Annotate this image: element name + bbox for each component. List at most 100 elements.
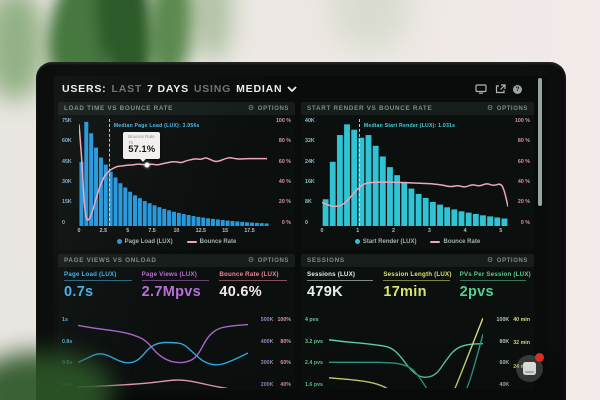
dashboard-grid: LOAD TIME VS BOUNCE RATE ⚙ OPTIONS 75K 60… bbox=[58, 102, 534, 390]
metric-label: Bounce Rate (LUX) bbox=[219, 271, 279, 278]
histogram-bar bbox=[152, 205, 157, 226]
options-button[interactable]: ⚙ OPTIONS bbox=[248, 257, 289, 264]
options-button[interactable]: ⚙ OPTIONS bbox=[248, 105, 289, 112]
histogram-bar bbox=[415, 193, 422, 226]
histogram-bar bbox=[89, 133, 94, 226]
axis-tick: 40% bbox=[280, 381, 291, 388]
axis-tick: 0 bbox=[62, 219, 65, 226]
histogram-bar bbox=[394, 175, 401, 226]
axis-tick: 24K bbox=[305, 158, 315, 165]
histogram-bar bbox=[157, 207, 162, 226]
panel-start-render: START RENDER VS BOUNCE RATE ⚙ OPTIONS 40… bbox=[301, 102, 534, 250]
legend-item[interactable]: Page Load (LUX) bbox=[116, 239, 173, 245]
options-label: OPTIONS bbox=[496, 257, 528, 264]
axis-tick: 40K bbox=[305, 118, 315, 124]
legend-item[interactable]: Bounce Rate bbox=[186, 239, 236, 245]
metrics-row: Page Load (LUX) 0.7s Page Views (LUX) 2.7Mp… bbox=[58, 267, 295, 314]
axis-tick: 5 bbox=[499, 228, 503, 234]
gear-icon: ⚙ bbox=[486, 105, 494, 112]
histogram-bar bbox=[408, 188, 415, 226]
plot-area[interactable] bbox=[78, 318, 248, 388]
axis-tick: 24 min bbox=[513, 363, 530, 370]
legend-label: Bounce Rate bbox=[443, 238, 481, 245]
screenshot-icon bbox=[523, 362, 536, 375]
series-line bbox=[329, 334, 483, 388]
histogram-bar bbox=[240, 221, 245, 226]
metric-divider bbox=[383, 280, 450, 281]
laptop-bezel: USERS: LAST 7 DAYS USING MEDIAN ? bbox=[36, 62, 566, 400]
series-line bbox=[78, 380, 248, 388]
panel-title: LOAD TIME VS BOUNCE RATE bbox=[64, 105, 174, 112]
histogram-bar bbox=[379, 156, 386, 226]
axis-tick: 80% bbox=[280, 338, 291, 345]
scrollbar[interactable] bbox=[538, 78, 542, 206]
y-axis-right: 100K 80K 60K 40K 40 min 32 min 24 min bbox=[483, 317, 530, 388]
histogram-bar bbox=[329, 161, 336, 226]
plot-area[interactable]: Median Start Render (LUX): 1.031s bbox=[322, 119, 508, 226]
dashboard-header: USERS: LAST 7 DAYS USING MEDIAN ? bbox=[54, 76, 548, 100]
chevron-down-icon bbox=[287, 86, 297, 92]
axis-tick: 30K bbox=[62, 178, 72, 185]
options-button[interactable]: ⚙ OPTIONS bbox=[487, 105, 528, 112]
floating-action-button[interactable] bbox=[516, 353, 544, 382]
monitor-icon[interactable] bbox=[475, 84, 487, 94]
histogram-bar bbox=[196, 216, 201, 226]
axis-tick: 60 % bbox=[278, 158, 291, 165]
y-axis-left: 40K 32K 24K 16K 8K 0 bbox=[305, 118, 322, 226]
header-token: USERS: bbox=[62, 83, 107, 95]
histogram-bar bbox=[79, 161, 84, 226]
axis-tick-column: 100% 80% 60% 40% bbox=[277, 317, 291, 388]
header-actions: ? bbox=[475, 84, 522, 94]
histogram-bar bbox=[176, 212, 181, 226]
header-token: USING bbox=[193, 83, 232, 95]
x-axis: 0 2.5 5 7.5 10 12.5 15 17.5 bbox=[78, 226, 269, 235]
axis-tick: 60 % bbox=[517, 158, 530, 165]
axis-tick: 32K bbox=[305, 138, 315, 145]
axis-tick: 4 bbox=[463, 228, 467, 234]
histogram-bar bbox=[480, 215, 486, 226]
axis-tick: 75K bbox=[62, 118, 72, 124]
share-icon[interactable] bbox=[494, 84, 506, 94]
axis-tick-column: 40 min 32 min 24 min bbox=[513, 317, 530, 388]
y-axis-left: 75K 60K 45K 30K 15K 0 bbox=[62, 118, 79, 226]
axis-tick: 7.5 bbox=[148, 228, 156, 234]
axis-tick: 15K bbox=[62, 199, 72, 206]
legend-marker bbox=[430, 240, 441, 243]
axis-tick: 40K bbox=[499, 381, 510, 388]
axis-tick: 3.2 pvs bbox=[305, 338, 323, 345]
metric-value: 0.7s bbox=[64, 284, 94, 300]
gear-icon: ⚙ bbox=[247, 105, 255, 112]
plot-area[interactable]: Median Page Load (LUX): 3.056s Bounce Rat… bbox=[79, 119, 269, 226]
users-range-dropdown[interactable]: USERS: LAST 7 DAYS USING MEDIAN bbox=[62, 83, 297, 95]
options-button[interactable]: ⚙ OPTIONS bbox=[487, 257, 528, 264]
gear-icon: ⚙ bbox=[486, 257, 494, 264]
histogram-bar bbox=[186, 215, 191, 226]
help-icon[interactable]: ? bbox=[513, 84, 522, 94]
histogram-bar bbox=[94, 147, 99, 226]
histogram-bar bbox=[230, 221, 235, 226]
plot-area[interactable] bbox=[329, 318, 483, 388]
header-title: USERS: LAST 7 DAYS USING MEDIAN bbox=[62, 83, 282, 95]
axis-tick-column: 100K 80K 60K 40K bbox=[497, 317, 510, 388]
header-token: LAST bbox=[111, 83, 143, 95]
axis-tick: 1s bbox=[62, 317, 68, 323]
metric-divider bbox=[307, 280, 374, 281]
metrics-row: Sessions (LUX) 479K Session Length (LUX) 17… bbox=[301, 267, 534, 314]
axis-tick: 17.5 bbox=[244, 228, 255, 234]
plant-leaf bbox=[192, 0, 232, 60]
axis-tick: 500K bbox=[260, 317, 274, 323]
legend-label: Start Render (LUX) bbox=[362, 238, 417, 245]
legend-marker bbox=[116, 239, 122, 244]
histogram-bar bbox=[245, 222, 250, 226]
legend-item[interactable]: Bounce Rate bbox=[430, 239, 480, 245]
metric: Session Length (LUX) 17min bbox=[383, 271, 451, 314]
panel-load-time: LOAD TIME VS BOUNCE RATE ⚙ OPTIONS 75K 60… bbox=[58, 102, 295, 250]
histogram-bar bbox=[322, 199, 329, 226]
histogram-bar bbox=[191, 216, 196, 226]
histogram-bar bbox=[147, 203, 152, 226]
axis-tick: 100 % bbox=[514, 118, 530, 124]
axis-tick: 60K bbox=[62, 138, 72, 145]
legend-item[interactable]: Start Render (LUX) bbox=[354, 238, 417, 245]
metric-value: 479K bbox=[307, 284, 343, 300]
axis-tick-column: 100 % 80 % 60 % 40 % 20 % 0 % bbox=[514, 118, 530, 226]
